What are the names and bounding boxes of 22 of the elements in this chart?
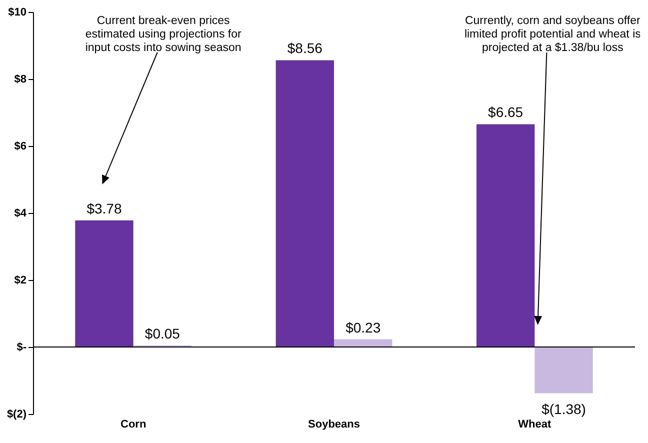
data-label: $3.78 [86,200,122,216]
data-label: $0.23 [346,319,381,336]
bar [276,60,334,347]
data-label: $(1.38) [542,401,586,418]
y-tick-label: $6 [14,140,26,152]
y-tick-label: $4 [14,208,28,220]
x-tick-label: Corn [120,418,146,430]
y-tick-label: $(2) [6,408,27,420]
bar [75,220,134,347]
bar [334,339,392,347]
data-label: $6.65 [488,104,524,120]
x-tick-label: Wheat [518,418,552,430]
annotation: Current break-even prices estimated using projections for input costs into sowing season [85,15,242,54]
y-tick-label: $8 [14,74,26,86]
data-label: $8.56 [287,40,323,56]
y-tick-label: $10 [8,6,26,18]
y-tick-label: $- [16,342,27,354]
bar [534,347,593,394]
data-label: $0.05 [144,325,180,342]
y-tick-label: $2 [14,274,26,286]
bar [476,124,535,347]
x-tick-label: Soybeans [308,418,360,430]
